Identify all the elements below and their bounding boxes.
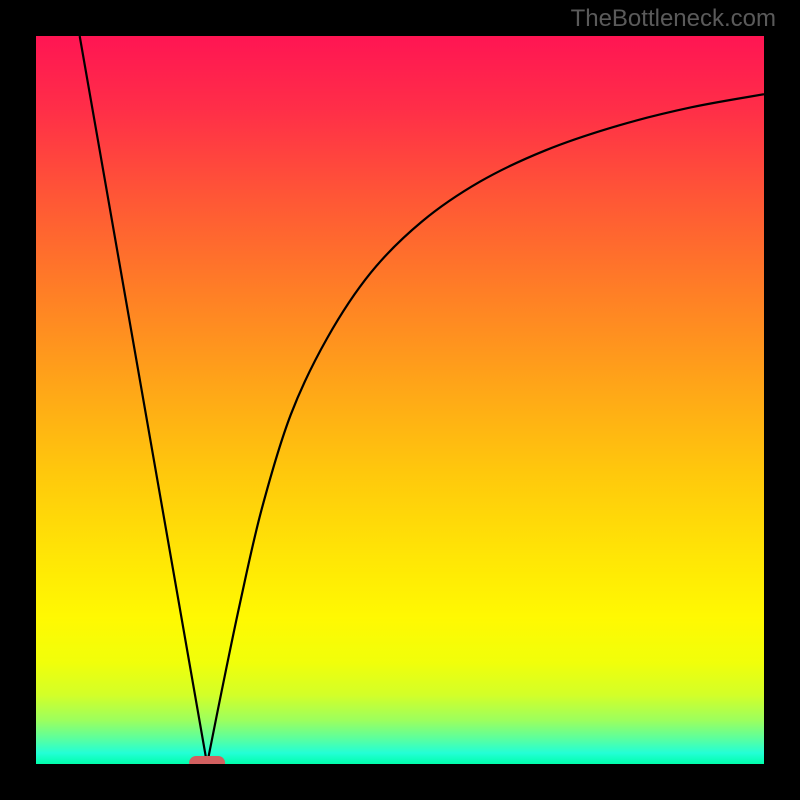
chart-frame: TheBottleneck.com xyxy=(0,0,800,800)
watermark-text: TheBottleneck.com xyxy=(571,5,776,33)
optimal-marker xyxy=(189,756,225,764)
plot-area xyxy=(36,36,764,764)
chart-svg xyxy=(36,36,764,764)
gradient-background xyxy=(36,36,764,764)
